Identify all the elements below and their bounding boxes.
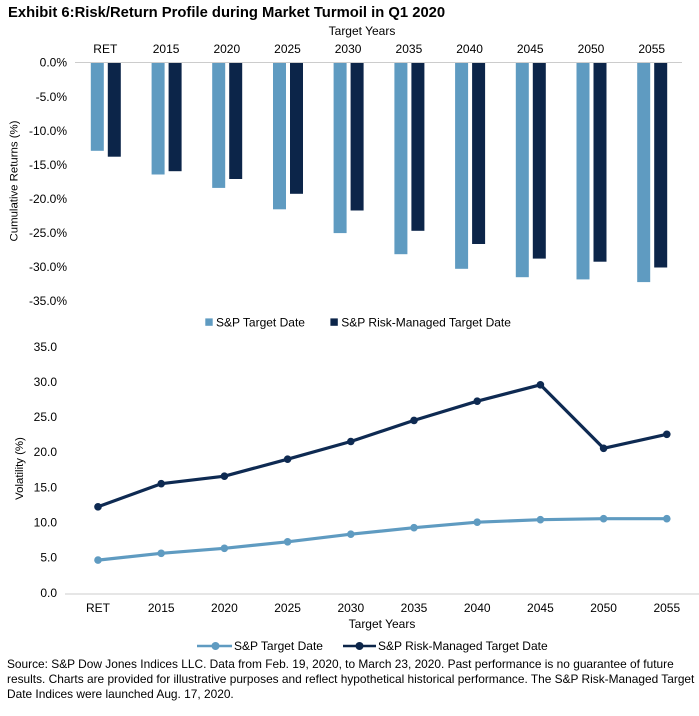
svg-text:S&P Target Date: S&P Target Date — [234, 639, 323, 653]
svg-text:2025: 2025 — [274, 42, 301, 56]
svg-text:-35.0%: -35.0% — [29, 294, 67, 308]
svg-text:S&P Risk-Managed Target Date: S&P Risk-Managed Target Date — [341, 316, 511, 330]
svg-text:Cumulative Returns (%): Cumulative Returns (%) — [9, 120, 21, 241]
svg-text:-25.0%: -25.0% — [29, 226, 67, 240]
svg-text:2035: 2035 — [401, 601, 428, 615]
svg-text:2050: 2050 — [578, 42, 605, 56]
svg-text:2015: 2015 — [148, 601, 175, 615]
svg-text:0.0%: 0.0% — [40, 56, 68, 70]
svg-text:2045: 2045 — [517, 42, 544, 56]
svg-text:Target Years: Target Years — [349, 617, 416, 631]
svg-text:-5.0%: -5.0% — [36, 90, 68, 104]
svg-text:Target Years: Target Years — [329, 24, 396, 38]
svg-text:2020: 2020 — [213, 42, 240, 56]
svg-text:Date Indices were launched Aug: Date Indices were launched Aug. 17, 2020… — [7, 687, 234, 701]
svg-text:2015: 2015 — [153, 42, 180, 56]
svg-text:S&P Target Date: S&P Target Date — [216, 316, 305, 330]
svg-text:2040: 2040 — [464, 601, 491, 615]
svg-text:2055: 2055 — [653, 601, 680, 615]
svg-text:0.0: 0.0 — [40, 586, 57, 600]
svg-text:2030: 2030 — [337, 601, 364, 615]
svg-text:Volatility (%): Volatility (%) — [14, 437, 26, 500]
svg-text:-10.0%: -10.0% — [29, 124, 67, 138]
svg-text:15.0: 15.0 — [34, 480, 58, 494]
svg-text:30.0: 30.0 — [34, 375, 58, 389]
svg-text:S&P Risk-Managed Target Date: S&P Risk-Managed Target Date — [378, 639, 548, 653]
svg-text:-30.0%: -30.0% — [29, 260, 67, 274]
svg-text:-20.0%: -20.0% — [29, 192, 67, 206]
svg-text:RET: RET — [86, 601, 111, 615]
svg-text:10.0: 10.0 — [34, 516, 58, 530]
svg-text:RET: RET — [93, 42, 118, 56]
svg-text:Source: S&P Dow Jones Indices: Source: S&P Dow Jones Indices LLC. Data … — [7, 657, 674, 671]
svg-text:2025: 2025 — [274, 601, 301, 615]
svg-text:2035: 2035 — [396, 42, 423, 56]
svg-text:20.0: 20.0 — [34, 445, 58, 459]
svg-text:25.0: 25.0 — [34, 410, 58, 424]
svg-text:Exhibit 6:Risk/Return Profile: Exhibit 6:Risk/Return Profile during Mar… — [8, 5, 445, 21]
svg-text:2055: 2055 — [638, 42, 665, 56]
svg-text:2030: 2030 — [335, 42, 362, 56]
svg-text:2020: 2020 — [211, 601, 238, 615]
svg-text:-15.0%: -15.0% — [29, 158, 67, 172]
svg-text:2050: 2050 — [590, 601, 617, 615]
svg-text:2040: 2040 — [456, 42, 483, 56]
svg-text:35.0: 35.0 — [34, 340, 58, 354]
svg-text:5.0: 5.0 — [40, 551, 57, 565]
svg-text:2045: 2045 — [527, 601, 554, 615]
svg-text:results. Charts are provided f: results. Charts are provided for illustr… — [7, 672, 695, 686]
